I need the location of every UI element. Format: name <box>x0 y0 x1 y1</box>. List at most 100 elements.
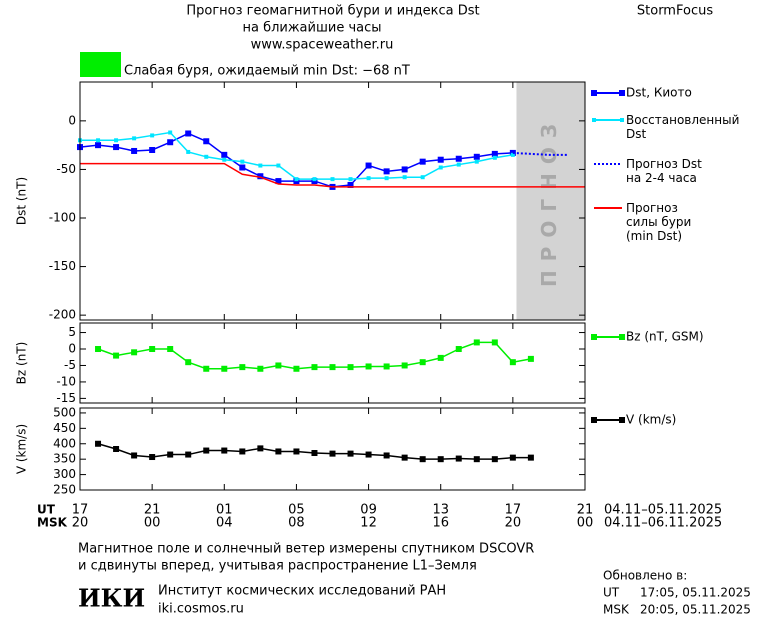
marker <box>419 456 426 463</box>
marker <box>473 339 480 346</box>
marker <box>527 355 534 362</box>
time-row-name: UT <box>37 503 56 517</box>
marker <box>239 364 246 371</box>
marker <box>95 346 102 353</box>
y-tick-label: 350 <box>53 452 76 466</box>
x-tick-label: 09 <box>360 503 377 518</box>
status-text: Слабая буря, ожидаемый min Dst: −68 nT <box>124 64 410 79</box>
legend-label: Dst, Киото <box>626 86 692 100</box>
series-line <box>512 151 567 156</box>
y-tick-label: 450 <box>53 421 76 435</box>
legend-label: Bz (nT, GSM) <box>626 330 704 344</box>
y-tick-label: 5 <box>68 325 76 339</box>
marker <box>474 159 479 164</box>
title: на ближайшие часы <box>242 21 381 36</box>
marker <box>113 352 120 359</box>
legend-label: Восстановленный Dst <box>626 113 739 141</box>
x-tick-label: 21 <box>577 503 594 518</box>
legend-marker <box>619 334 625 340</box>
x-tick-label: 21 <box>144 503 161 518</box>
status-swatch <box>80 52 121 77</box>
marker <box>419 158 426 165</box>
marker <box>167 139 174 146</box>
legend-marker <box>592 118 596 122</box>
marker <box>330 177 335 182</box>
legend-marker <box>619 90 625 96</box>
marker <box>131 452 138 459</box>
brand: StormFocus <box>637 4 713 19</box>
marker <box>168 130 173 135</box>
legend-label: V (km/s) <box>626 413 676 427</box>
title: Прогноз геомагнитной бури и индекса Dst <box>186 4 479 19</box>
marker <box>509 454 516 461</box>
marker <box>383 168 390 175</box>
marker <box>203 447 210 454</box>
marker <box>455 155 462 162</box>
time-row-range: 04.11–05.11.2025 <box>604 503 722 518</box>
marker <box>365 162 372 169</box>
marker <box>257 173 264 180</box>
marker <box>258 163 263 168</box>
marker <box>311 364 318 371</box>
x-tick-label: 16 <box>432 516 449 531</box>
x-tick-label: 17 <box>72 503 89 518</box>
y-axis-title: Bz (nT) <box>15 342 29 385</box>
legend-marker <box>591 417 597 423</box>
x-tick-label: 17 <box>505 503 522 518</box>
marker <box>510 152 515 157</box>
updated-zone: UT <box>603 586 620 600</box>
x-tick-label: 20 <box>505 516 522 531</box>
series-line <box>80 131 513 180</box>
marker <box>456 162 461 167</box>
marker <box>131 349 138 356</box>
forecast-label: ПРОГНОЗ <box>537 115 561 287</box>
marker <box>276 163 281 168</box>
marker <box>257 365 264 372</box>
marker <box>491 339 498 346</box>
y-tick-label: -100 <box>49 211 76 225</box>
y-tick-label: 300 <box>53 467 76 481</box>
marker <box>239 164 246 171</box>
marker <box>167 451 174 458</box>
updated-time: 20:05, 05.11.2025 <box>640 603 751 617</box>
marker <box>365 363 372 370</box>
marker <box>491 150 498 157</box>
marker <box>257 445 264 452</box>
marker <box>437 156 444 163</box>
y-axis-title: Dst (nT) <box>15 177 29 225</box>
marker <box>204 154 209 159</box>
series-line <box>80 162 585 188</box>
updated-title: Обновлено в: <box>603 569 687 583</box>
marker <box>401 454 408 461</box>
marker <box>167 346 174 353</box>
marker <box>185 130 192 137</box>
time-row-range: 04.11–06.11.2025 <box>604 516 722 531</box>
logo: ИКИ <box>78 584 145 613</box>
marker <box>149 147 156 153</box>
marker <box>294 177 299 182</box>
marker <box>203 138 210 145</box>
marker <box>383 452 390 459</box>
marker <box>402 175 407 180</box>
marker <box>95 440 102 447</box>
marker <box>509 359 516 366</box>
marker <box>401 166 408 173</box>
marker <box>185 451 192 458</box>
y-tick-label: -50 <box>56 162 76 176</box>
legend-label: Прогноз Dst на 2-4 часа <box>626 157 702 185</box>
marker <box>222 157 227 162</box>
y-tick-label: 500 <box>53 405 76 419</box>
marker <box>114 138 119 143</box>
marker <box>473 153 480 160</box>
plot-frame <box>79 81 586 321</box>
x-tick-label: 00 <box>577 516 594 531</box>
marker <box>420 175 425 180</box>
marker <box>383 363 390 370</box>
marker <box>365 451 372 458</box>
marker <box>150 133 155 138</box>
marker <box>384 176 389 181</box>
marker <box>113 446 120 452</box>
marker <box>149 346 156 353</box>
marker <box>347 364 354 371</box>
